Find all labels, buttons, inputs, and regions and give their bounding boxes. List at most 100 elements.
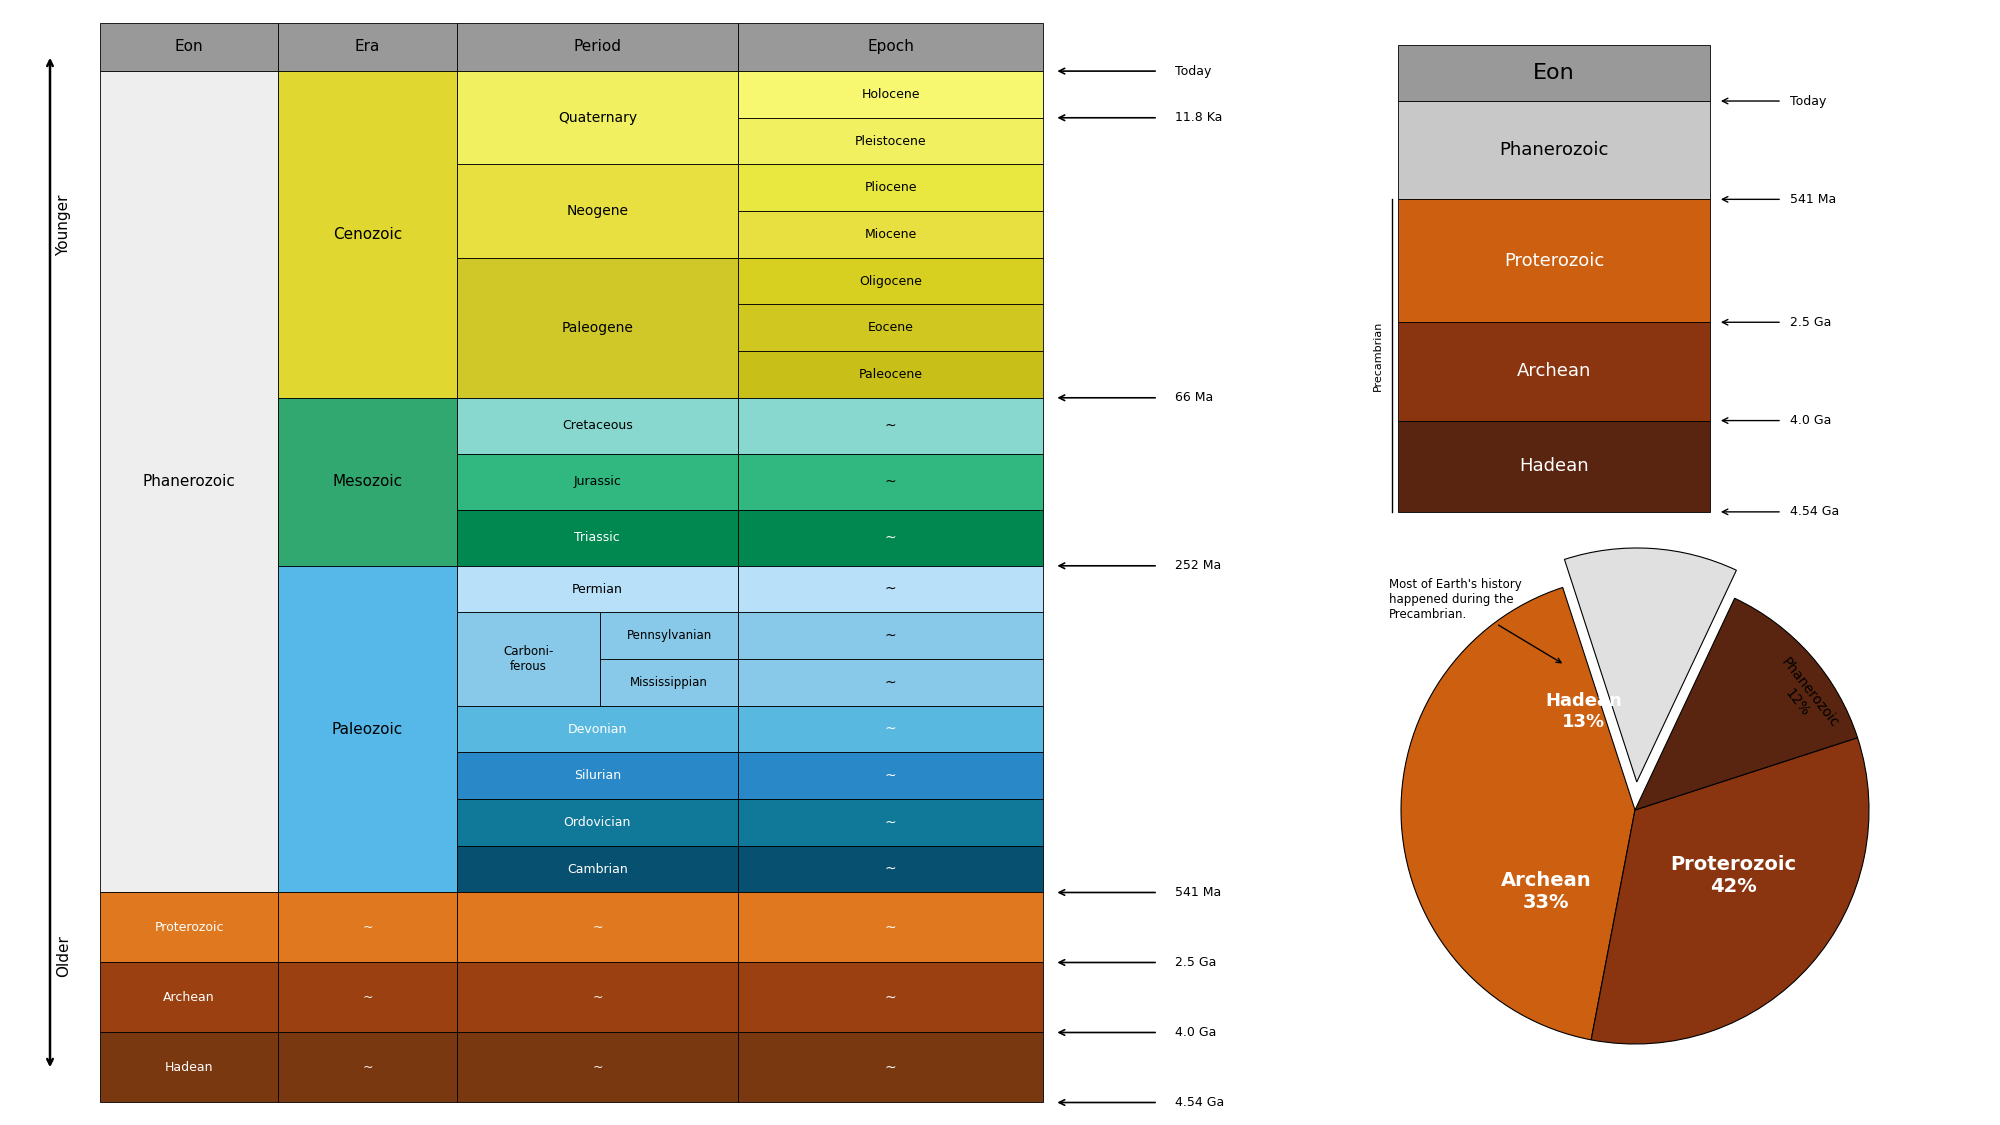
Text: Archean: Archean	[1516, 362, 1592, 380]
Bar	[738, 118, 1044, 164]
Bar	[738, 705, 1044, 753]
Text: Carboni-
ferous: Carboni- ferous	[504, 645, 554, 673]
Bar	[738, 351, 1044, 398]
Text: Triassic: Triassic	[574, 531, 620, 544]
Text: ~: ~	[884, 1061, 896, 1074]
Wedge shape	[1402, 587, 1636, 1040]
Text: ~: ~	[362, 1061, 372, 1074]
Text: 2.5 Ga: 2.5 Ga	[1176, 956, 1216, 969]
Bar	[1398, 322, 1710, 421]
Bar	[738, 892, 1044, 963]
Text: Ordovician: Ordovician	[564, 816, 632, 829]
Text: Today: Today	[1176, 64, 1212, 78]
Text: Hadean
13%: Hadean 13%	[1546, 692, 1622, 731]
Bar	[738, 799, 1044, 846]
Text: Hadean: Hadean	[164, 1061, 214, 1074]
Text: 2.5 Ga: 2.5 Ga	[1790, 316, 1832, 328]
Text: Today: Today	[1790, 94, 1826, 108]
Text: 4.0 Ga: 4.0 Ga	[1790, 414, 1832, 428]
Bar	[738, 164, 1044, 212]
Text: Older: Older	[56, 935, 72, 978]
Text: ~: ~	[884, 862, 896, 876]
Bar	[456, 510, 738, 566]
Text: Proterozoic
42%: Proterozoic 42%	[1670, 855, 1796, 896]
Text: Cenozoic: Cenozoic	[332, 227, 402, 242]
Bar	[456, 566, 738, 612]
Bar	[738, 453, 1044, 510]
Bar	[456, 1033, 738, 1102]
Text: Paleocene: Paleocene	[858, 368, 922, 381]
Bar	[456, 705, 738, 753]
Bar	[456, 892, 738, 963]
Text: Eon: Eon	[174, 39, 204, 54]
Bar	[456, 22, 738, 71]
Text: ~: ~	[884, 990, 896, 1005]
Bar	[278, 22, 456, 71]
Text: 252 Ma: 252 Ma	[1176, 559, 1222, 573]
Bar	[278, 963, 456, 1033]
Text: 4.0 Ga: 4.0 Ga	[1176, 1026, 1216, 1040]
Bar	[456, 453, 738, 510]
Text: Paleogene: Paleogene	[562, 321, 634, 335]
Bar	[738, 212, 1044, 258]
Text: Most of Earth's history
happened during the
Precambrian.: Most of Earth's history happened during …	[1390, 578, 1562, 663]
Text: Quaternary: Quaternary	[558, 110, 636, 125]
Bar	[278, 71, 456, 398]
Text: 4.54 Ga: 4.54 Ga	[1790, 505, 1840, 519]
Text: ~: ~	[884, 582, 896, 596]
Bar	[100, 22, 278, 71]
Text: Pennsylvanian: Pennsylvanian	[626, 629, 712, 642]
Text: ~: ~	[884, 816, 896, 829]
Bar	[456, 846, 738, 892]
Bar	[278, 892, 456, 963]
Text: 66 Ma: 66 Ma	[1176, 392, 1214, 404]
Bar	[456, 398, 738, 453]
Bar	[600, 612, 738, 659]
Bar	[738, 398, 1044, 453]
Text: Cretaceous: Cretaceous	[562, 420, 632, 432]
Bar	[738, 258, 1044, 305]
Text: Archean: Archean	[164, 991, 214, 1004]
Bar	[738, 305, 1044, 351]
Text: Phanerozoic: Phanerozoic	[142, 475, 236, 489]
Text: Eocene: Eocene	[868, 322, 914, 334]
Text: Eon: Eon	[1534, 63, 1574, 83]
Text: Pleistocene: Pleistocene	[854, 135, 926, 147]
Text: ~: ~	[592, 991, 602, 1004]
Text: Neogene: Neogene	[566, 204, 628, 218]
Text: Miocene: Miocene	[864, 228, 916, 241]
Text: Epoch: Epoch	[868, 39, 914, 54]
Text: 4.54 Ga: 4.54 Ga	[1176, 1096, 1224, 1109]
Bar	[100, 892, 278, 963]
Text: ~: ~	[592, 1061, 602, 1074]
Text: ~: ~	[884, 768, 896, 783]
Text: Precambrian: Precambrian	[1372, 321, 1384, 390]
Bar	[738, 71, 1044, 118]
Text: ~: ~	[884, 531, 896, 544]
Text: ~: ~	[884, 722, 896, 736]
Bar	[278, 398, 456, 566]
Text: 541 Ma: 541 Ma	[1790, 192, 1836, 206]
Text: Pliocene: Pliocene	[864, 181, 916, 195]
Bar	[738, 22, 1044, 71]
Wedge shape	[1564, 548, 1736, 782]
Bar	[738, 659, 1044, 705]
Text: Silurian: Silurian	[574, 770, 620, 782]
Text: Paleozoic: Paleozoic	[332, 721, 404, 737]
Bar	[278, 1033, 456, 1102]
Text: Proterozoic: Proterozoic	[1504, 252, 1604, 270]
Bar	[738, 963, 1044, 1033]
Text: 11.8 Ka: 11.8 Ka	[1176, 111, 1222, 124]
Bar	[456, 799, 738, 846]
Bar	[456, 753, 738, 799]
Text: Devonian: Devonian	[568, 722, 628, 736]
Text: Oligocene: Oligocene	[860, 274, 922, 288]
Text: Proterozoic: Proterozoic	[154, 921, 224, 934]
Bar	[456, 71, 738, 164]
Bar	[738, 566, 1044, 612]
Text: Holocene: Holocene	[862, 88, 920, 101]
Text: 541 Ma: 541 Ma	[1176, 886, 1222, 899]
Text: Permian: Permian	[572, 583, 622, 595]
Text: Jurassic: Jurassic	[574, 475, 622, 488]
Text: Archean
33%: Archean 33%	[1500, 872, 1592, 912]
